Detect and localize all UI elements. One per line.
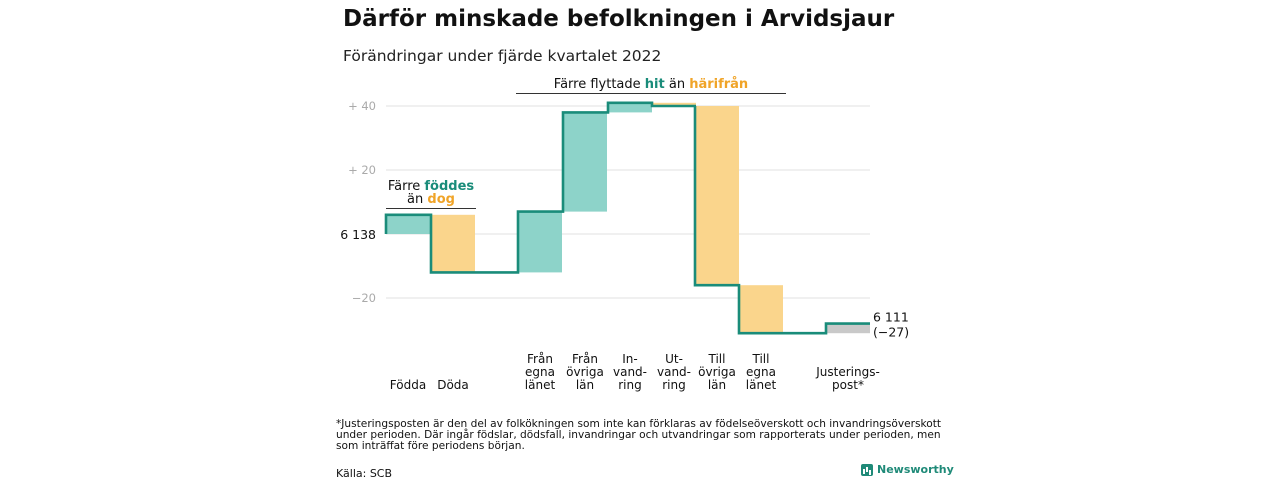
bar — [695, 106, 739, 286]
category-label: vand- — [613, 365, 647, 379]
y-tick-label: + 20 — [348, 163, 376, 177]
category-label: egna — [746, 365, 776, 379]
category-label: län — [576, 378, 594, 392]
brand-name: Newsworthy — [877, 463, 954, 476]
annotation-migration: Färre flyttade hit än härifrån — [554, 77, 748, 92]
end-value-label: 6 111 — [873, 310, 909, 325]
bar — [826, 323, 870, 334]
bar — [739, 285, 783, 334]
category-label: ring — [618, 378, 642, 392]
category-label: egna — [525, 365, 555, 379]
category-label: Från — [527, 352, 553, 366]
category-label: vand- — [657, 365, 691, 379]
category-label: Från — [572, 352, 598, 366]
source-note: Källa: SCB — [336, 467, 393, 480]
category-label: Döda — [437, 378, 469, 392]
y-tick-label: + 40 — [348, 99, 376, 113]
start-value-label: 6 138 — [340, 227, 376, 242]
series-line — [384, 101, 870, 335]
annotation-births-line2: än dog — [407, 192, 455, 207]
chart-title: Därför minskade befolkningen i Arvidsjau… — [343, 6, 895, 32]
newsworthy-icon — [861, 463, 873, 476]
category-label: länet — [746, 378, 777, 392]
category-label: länet — [525, 378, 556, 392]
end-change-label: (−27) — [873, 325, 909, 340]
category-label: post* — [832, 378, 864, 392]
annotation-births-line1: Färre föddes — [388, 179, 475, 194]
category-label: Till — [752, 352, 770, 366]
chart-subtitle: Förändringar under fjärde kvartalet 2022 — [343, 47, 662, 65]
category-label: Justerings- — [815, 365, 880, 379]
category-label: Ut- — [665, 352, 683, 366]
category-label: Födda — [390, 378, 426, 392]
bar — [386, 214, 430, 234]
bar — [431, 214, 475, 273]
category-label: övriga — [698, 365, 736, 379]
y-tick-label: −20 — [352, 291, 376, 305]
bar — [608, 102, 652, 113]
bar — [563, 112, 607, 212]
footnote: *Justeringsposten är den del av folkökni… — [336, 418, 942, 452]
category-label: Till — [708, 352, 726, 366]
category-label: In- — [622, 352, 637, 366]
bar — [518, 211, 562, 273]
category-label: län — [708, 378, 726, 392]
bar — [652, 102, 696, 106]
category-label: ring — [662, 378, 686, 392]
category-label: övriga — [566, 365, 604, 379]
brand-logo: Newsworthy — [861, 463, 954, 476]
